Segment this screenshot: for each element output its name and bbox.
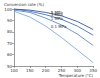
svg-text:250: 250 bbox=[58, 68, 66, 73]
svg-text:1 MPa: 1 MPa bbox=[51, 16, 64, 21]
svg-text:150: 150 bbox=[26, 68, 34, 73]
svg-text:90: 90 bbox=[7, 18, 13, 23]
svg-text:50: 50 bbox=[6, 63, 12, 69]
svg-text:350: 350 bbox=[89, 68, 97, 73]
svg-text:100: 100 bbox=[10, 68, 18, 73]
svg-text:80: 80 bbox=[7, 29, 13, 34]
svg-text:300: 300 bbox=[74, 68, 82, 73]
svg-text:60: 60 bbox=[7, 52, 13, 57]
svg-text:200: 200 bbox=[42, 68, 50, 73]
svg-text:Conversion rate (%): Conversion rate (%) bbox=[4, 1, 44, 7]
svg-text:100: 100 bbox=[4, 7, 12, 12]
svg-text:70: 70 bbox=[7, 41, 13, 46]
svg-text:Temperature (°C): Temperature (°C) bbox=[58, 73, 94, 78]
svg-text:0.1 MPa: 0.1 MPa bbox=[51, 24, 67, 29]
